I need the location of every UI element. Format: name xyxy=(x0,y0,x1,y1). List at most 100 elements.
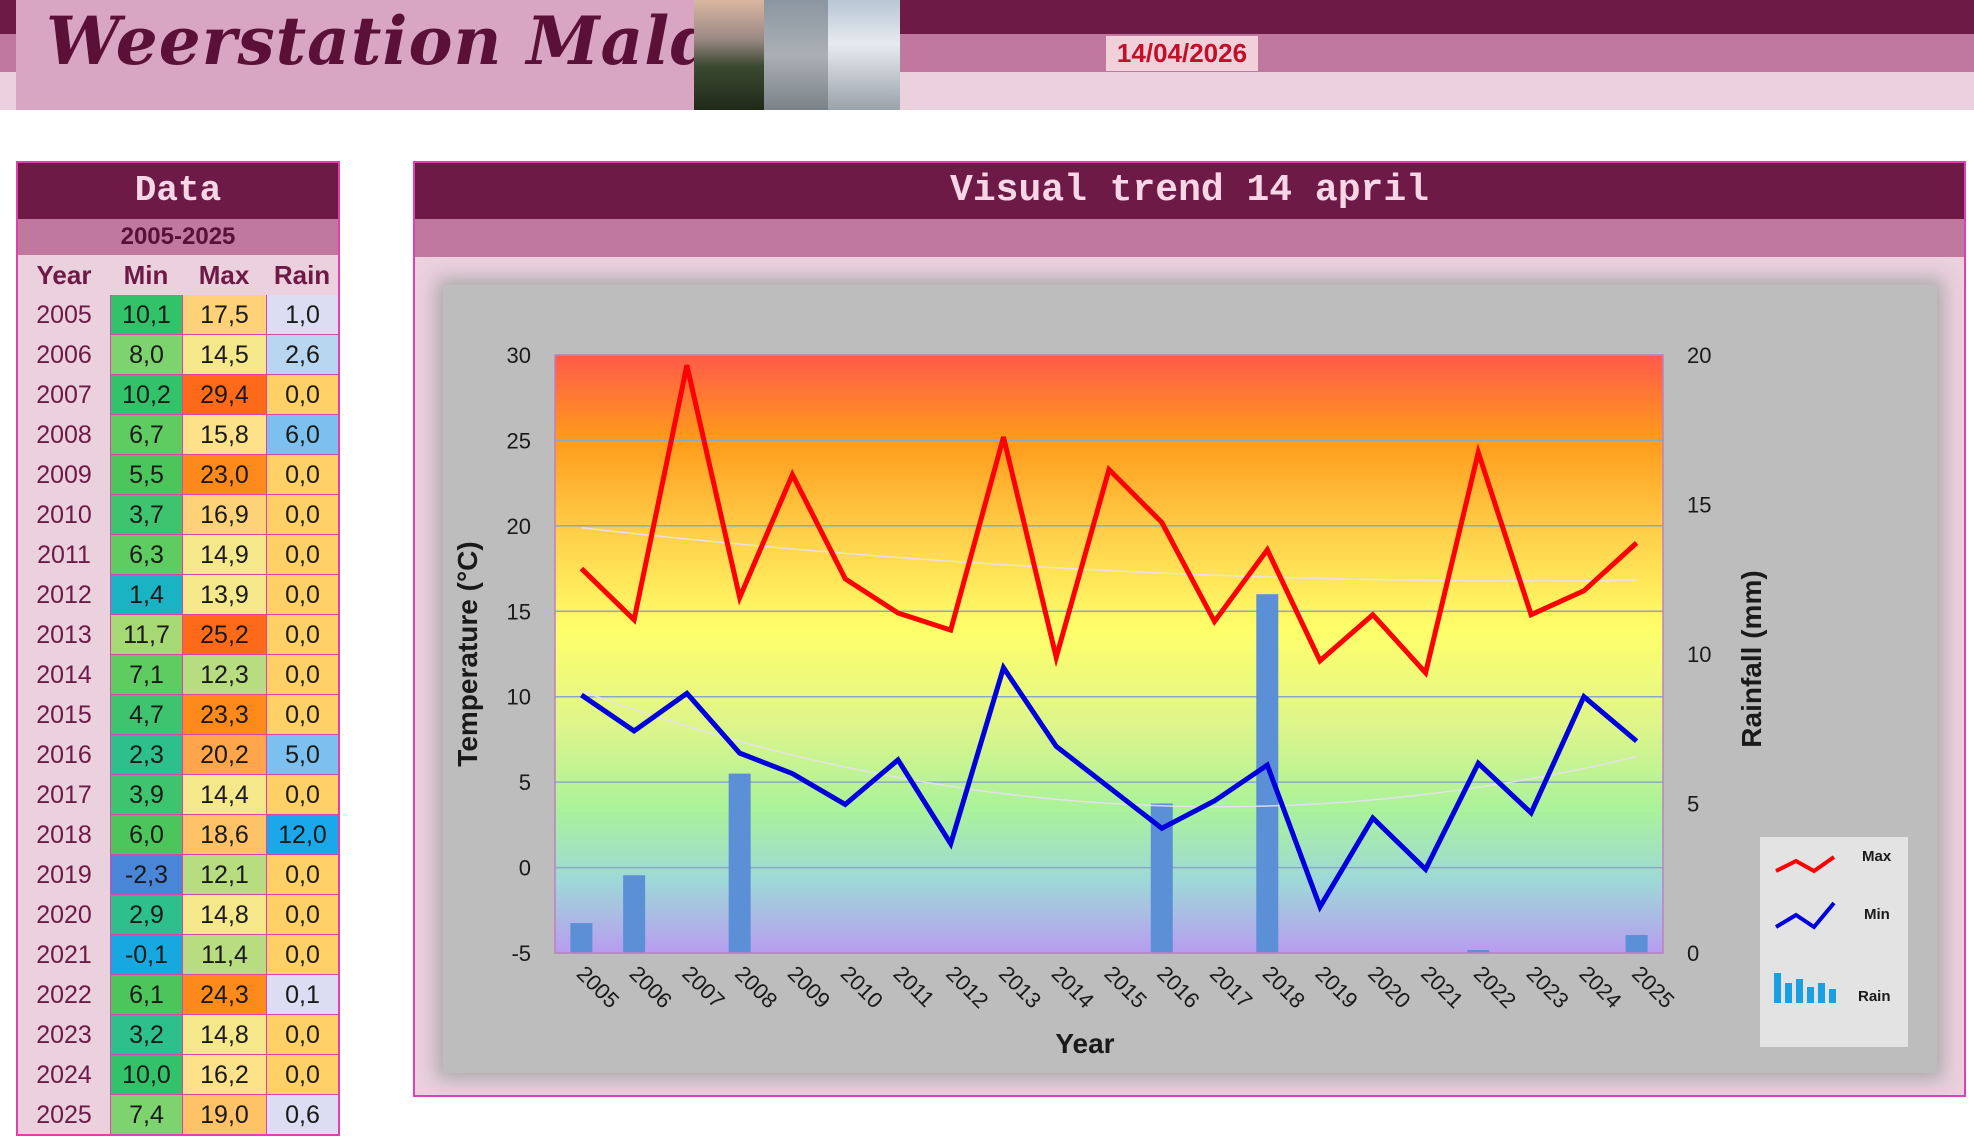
table-row: 2011 6,3 14,9 0,0 xyxy=(18,535,338,575)
cell-year: 2016 xyxy=(36,741,92,769)
column-header-min: Min xyxy=(123,260,169,290)
column-header-year: Year xyxy=(36,260,92,290)
cell-min: 7,4 xyxy=(110,1095,182,1135)
legend-rain-icon xyxy=(1818,983,1825,1003)
cell-max: 25,2 xyxy=(182,615,266,655)
cell-max: 19,0 xyxy=(182,1095,266,1135)
table-row: 2014 7,1 12,3 0,0 xyxy=(18,655,338,695)
cell-min: 8,0 xyxy=(110,335,182,375)
table-row: 2025 7,4 19,0 0,6 xyxy=(18,1095,338,1135)
table-row: 2010 3,7 16,9 0,0 xyxy=(18,495,338,535)
rain-bar xyxy=(570,923,593,953)
legend-max-icon xyxy=(1775,855,1836,874)
cell-year: 2006 xyxy=(36,341,92,369)
chart-panel: Visual trend 14 april -5 0 5 10 15 20 25 30 0 5 10… xyxy=(413,161,1966,1097)
data-table-title: Data xyxy=(18,163,338,219)
cell-rain: 0,0 xyxy=(266,455,338,495)
table-row: 2019 -2,3 12,1 0,0 xyxy=(18,855,338,895)
cell-min: 10,0 xyxy=(110,1055,182,1095)
x-tick-label: 2018 xyxy=(1258,961,1310,1013)
x-tick-label: 2008 xyxy=(730,961,782,1013)
cell-min: 6,0 xyxy=(110,815,182,855)
rain-bar xyxy=(1150,803,1173,953)
cell-rain: 12,0 xyxy=(266,815,338,855)
cell-min: 2,9 xyxy=(110,895,182,935)
cell-year: 2022 xyxy=(36,981,92,1009)
table-row: 2009 5,5 23,0 0,0 xyxy=(18,455,338,495)
cell-rain: 1,0 xyxy=(266,295,338,335)
cell-rain: 0,1 xyxy=(266,975,338,1015)
cell-year: 2008 xyxy=(36,421,92,449)
table-row: 2021 -0,1 11,4 0,0 xyxy=(18,935,338,975)
cell-min: 11,7 xyxy=(110,615,182,655)
series-line-max xyxy=(579,364,1639,678)
table-row: 2006 8,0 14,5 2,6 xyxy=(18,335,338,375)
cell-max: 11,4 xyxy=(182,935,266,975)
x-tick-label: 2009 xyxy=(783,961,835,1013)
cell-year: 2018 xyxy=(36,821,92,849)
cell-max: 14,5 xyxy=(182,335,266,375)
table-row: 2022 6,1 24,3 0,1 xyxy=(18,975,338,1015)
x-tick-label: 2011 xyxy=(888,961,939,1012)
y-tick-label: 30 xyxy=(507,343,531,368)
cell-min: 10,1 xyxy=(110,295,182,335)
x-tick-label: 2024 xyxy=(1574,961,1626,1013)
cell-year: 2019 xyxy=(36,861,92,889)
y-axis-title: Temperature (°C) xyxy=(452,541,483,766)
cell-min: 6,3 xyxy=(110,535,182,575)
x-tick-label: 2005 xyxy=(572,961,624,1013)
cell-min: 5,5 xyxy=(110,455,182,495)
chart-area: -5 0 5 10 15 20 25 30 0 5 10 15 20 2005 2006 2007 2008 20… xyxy=(443,285,1937,1073)
legend-min-icon xyxy=(1774,901,1836,930)
y2-tick-label: 15 xyxy=(1687,493,1711,518)
y-tick-label: 5 xyxy=(519,770,531,795)
cell-rain: 0,0 xyxy=(266,935,338,975)
y-tick-label: 0 xyxy=(519,856,531,881)
cell-max: 17,5 xyxy=(182,295,266,335)
cell-year: 2015 xyxy=(36,701,92,729)
legend-box xyxy=(1760,837,1908,1047)
cell-max: 20,2 xyxy=(182,735,266,775)
table-row: 2013 11,7 25,2 0,0 xyxy=(18,615,338,655)
cell-year: 2013 xyxy=(36,621,92,649)
cell-min: 6,1 xyxy=(110,975,182,1015)
column-header-rain: Rain xyxy=(273,260,331,290)
rain-bar xyxy=(1467,950,1490,953)
cell-rain: 0,0 xyxy=(266,1055,338,1095)
x-tick-label: 2016 xyxy=(1152,961,1204,1013)
plot-border xyxy=(554,354,1664,954)
cell-min: 6,7 xyxy=(110,415,182,455)
cell-year: 2023 xyxy=(36,1021,92,1049)
cell-rain: 0,0 xyxy=(266,615,338,655)
cell-min: 7,1 xyxy=(110,655,182,695)
cell-year: 2005 xyxy=(36,301,92,329)
table-row: 2018 6,0 18,6 12,0 xyxy=(18,815,338,855)
x-tick-label: 2020 xyxy=(1363,961,1415,1013)
cell-max: 14,9 xyxy=(182,535,266,575)
cell-max: 16,2 xyxy=(182,1055,266,1095)
table-row: 2017 3,9 14,4 0,0 xyxy=(18,775,338,815)
rain-bar xyxy=(728,773,751,953)
current-date: 14/04/2026 xyxy=(1106,36,1258,71)
cell-min: 1,4 xyxy=(110,575,182,615)
cell-min: 2,3 xyxy=(110,735,182,775)
cell-rain: 0,0 xyxy=(266,495,338,535)
cell-rain: 0,0 xyxy=(266,775,338,815)
cell-max: 12,1 xyxy=(182,855,266,895)
cell-year: 2020 xyxy=(36,901,92,929)
cell-min: -0,1 xyxy=(110,935,182,975)
x-tick-label: 2015 xyxy=(1099,961,1151,1013)
cell-rain: 0,0 xyxy=(266,375,338,415)
chart-panel-title: Visual trend 14 april xyxy=(415,163,1964,219)
cell-min: 3,7 xyxy=(110,495,182,535)
x-tick-label: 2025 xyxy=(1627,961,1679,1013)
cell-rain: 0,0 xyxy=(266,575,338,615)
table-row: 2016 2,3 20,2 5,0 xyxy=(18,735,338,775)
y-tick-label: 20 xyxy=(507,514,531,539)
cell-year: 2017 xyxy=(36,781,92,809)
table-row: 2024 10,0 16,2 0,0 xyxy=(18,1055,338,1095)
table-row: 2015 4,7 23,3 0,0 xyxy=(18,695,338,735)
cell-year: 2012 xyxy=(36,581,92,609)
data-table-period: 2005-2025 xyxy=(18,219,338,255)
